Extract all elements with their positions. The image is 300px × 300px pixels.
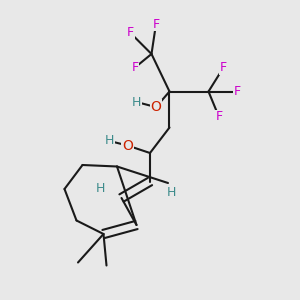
Text: F: F [152,17,160,31]
Text: H: H [132,95,141,109]
Text: O: O [151,100,161,114]
Text: H: H [105,134,114,148]
Text: F: F [215,110,223,124]
Text: F: F [233,85,241,98]
Text: F: F [131,61,139,74]
Text: H: H [166,185,176,199]
Text: F: F [127,26,134,40]
Text: F: F [220,61,227,74]
Text: O: O [122,139,133,152]
Text: H: H [96,182,105,196]
